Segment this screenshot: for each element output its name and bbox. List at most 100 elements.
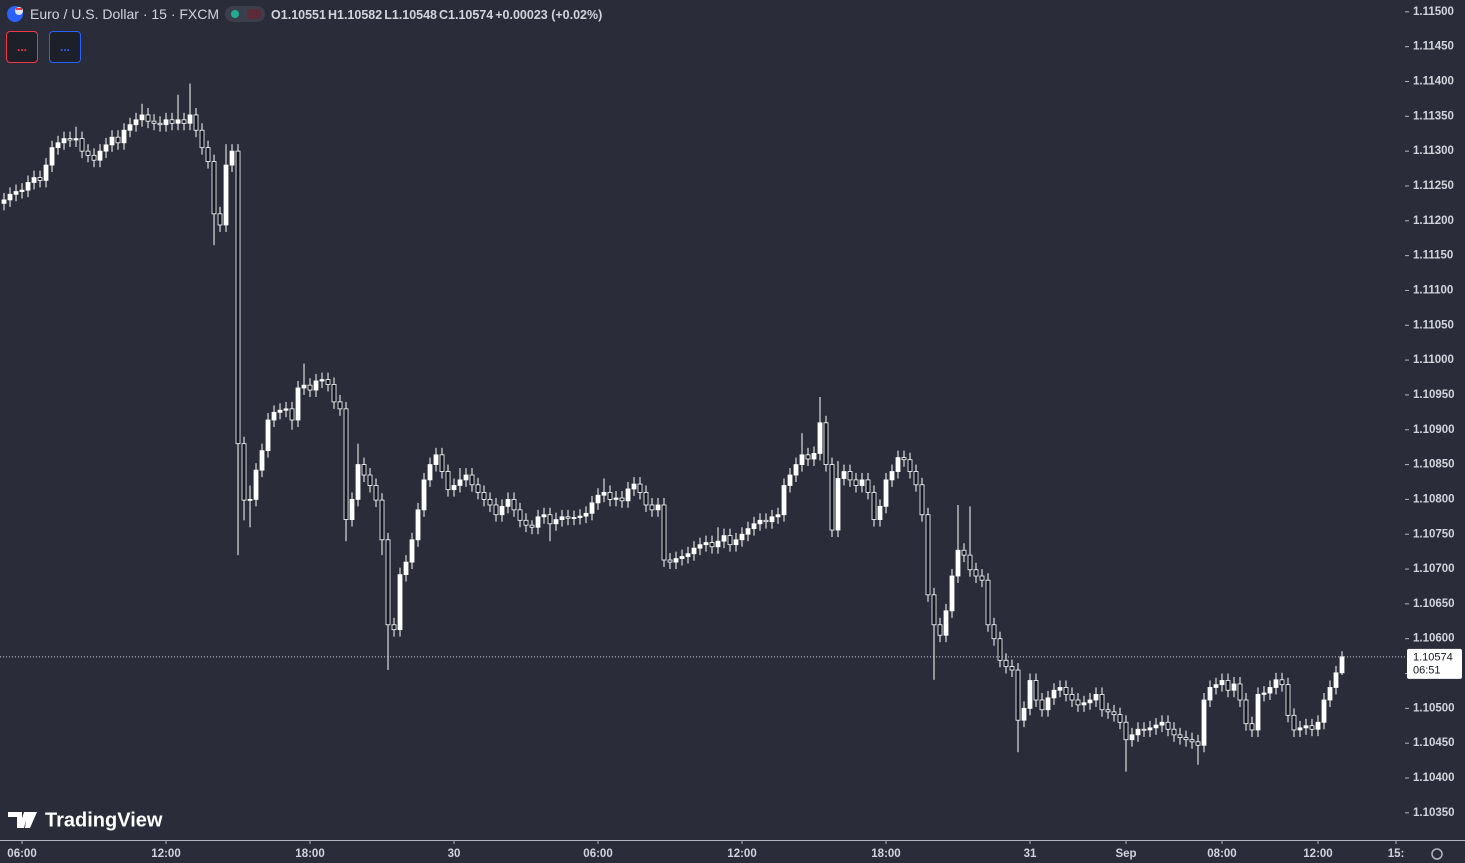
candle-body: [1081, 702, 1087, 706]
y-tick-label: 1.10900: [1413, 424, 1455, 436]
candle-body: [835, 478, 841, 531]
candle-body: [1255, 694, 1261, 731]
candle-body: [1195, 741, 1201, 746]
candle-body: [601, 492, 607, 496]
candle-body: [211, 161, 217, 215]
candle-body: [1165, 721, 1171, 730]
y-tick-label: 1.11200: [1413, 215, 1454, 227]
candle-body: [1201, 699, 1207, 746]
candle-body: [1291, 714, 1297, 731]
candle-body: [73, 138, 79, 141]
candle-body: [925, 514, 931, 596]
candle-body: [229, 150, 235, 166]
candle-body: [433, 454, 439, 465]
candle-body: [829, 464, 835, 531]
candle-body: [625, 488, 631, 502]
candle-body: [991, 624, 997, 640]
candle-body: [565, 516, 571, 519]
candle-body: [1219, 680, 1225, 686]
candle-body: [583, 512, 589, 517]
ohlc-legend: O1.10551 H1.10582 L1.10548 C1.10574 +0.00023…: [271, 6, 604, 22]
y-tick-label: 1.11050: [1413, 319, 1454, 331]
candle-body: [739, 533, 745, 541]
candle-body: [667, 559, 673, 563]
x-tick-label: 31: [1024, 848, 1037, 860]
status-pill[interactable]: [225, 6, 266, 22]
candle-body: [931, 594, 937, 626]
candle-body: [595, 494, 601, 504]
candle-body: [691, 547, 697, 555]
y-tick-label: 1.10450: [1413, 737, 1455, 749]
candle-body: [919, 484, 925, 516]
candle-body: [1015, 669, 1021, 721]
x-tick-label: 08:00: [1207, 848, 1236, 860]
candle-body: [1315, 721, 1321, 730]
candle-body: [343, 408, 349, 521]
candle-body: [1309, 725, 1315, 730]
candle-body: [1237, 683, 1243, 701]
candle-body: [403, 561, 409, 576]
settings-icon[interactable]: [1431, 848, 1443, 860]
candle-body: [949, 575, 955, 612]
ohlc-item: C1.10574: [439, 8, 494, 22]
candle-body: [1117, 714, 1123, 723]
candle-body: [715, 540, 721, 548]
candle-body: [907, 459, 913, 472]
candle-body: [1039, 699, 1045, 711]
y-tick-label: 1.11000: [1413, 354, 1454, 366]
candle-body: [475, 484, 481, 493]
candle-body: [487, 499, 493, 506]
candle-body: [307, 384, 313, 391]
candle-body: [361, 464, 367, 476]
header: Euro / U.S. Dollar · 15 · FXCM O1.10551 H…: [6, 5, 604, 23]
candle-body: [1087, 699, 1093, 704]
candle-body: [709, 542, 715, 548]
indicator-button[interactable]: ...: [49, 31, 81, 63]
y-tick-label: 1.10850: [1413, 459, 1455, 471]
indicator-button[interactable]: ...: [6, 31, 38, 63]
candle-body: [985, 579, 991, 626]
candle-body: [823, 422, 829, 465]
candle-body: [637, 483, 643, 493]
candle-body: [967, 554, 973, 571]
candle-body: [193, 114, 199, 131]
y-tick-label: 1.10650: [1413, 598, 1455, 610]
candle-body: [787, 474, 793, 486]
candle-body: [31, 177, 37, 183]
candle-body: [157, 122, 163, 126]
y-tick-label: 1.10950: [1413, 389, 1455, 401]
candle-body: [1339, 656, 1345, 674]
candle-body: [499, 505, 505, 516]
candle-body: [253, 469, 259, 500]
candles: [1, 83, 1345, 772]
candle-body: [619, 497, 625, 502]
candle-body: [301, 384, 307, 389]
candle-body: [265, 419, 271, 452]
candle-body: [655, 504, 661, 511]
candle-body: [799, 454, 805, 465]
candle-body: [937, 624, 943, 636]
candle-body: [1231, 683, 1237, 691]
candle-body: [481, 492, 487, 500]
candle-body: [1069, 694, 1075, 701]
candle-body: [511, 499, 517, 511]
watermark-logo: [8, 812, 37, 828]
candle-body: [175, 119, 181, 124]
candle-body: [673, 558, 679, 563]
candle-body: [385, 539, 391, 626]
candle-body: [943, 610, 949, 636]
candle-body: [49, 147, 55, 166]
candle-body: [1189, 739, 1195, 743]
candle-body: [1243, 699, 1249, 725]
candle-body: [859, 479, 865, 486]
candle-body: [7, 193, 13, 201]
x-tick-label: 06:00: [583, 848, 612, 860]
candle-body: [1057, 687, 1063, 691]
candle-body: [1003, 659, 1009, 667]
candle-body: [187, 114, 193, 124]
candle-body: [649, 504, 655, 511]
candle-body: [961, 549, 967, 556]
candle-body: [1027, 680, 1033, 709]
x-tick-label: 06:00: [7, 848, 36, 860]
candle-body: [643, 492, 649, 506]
